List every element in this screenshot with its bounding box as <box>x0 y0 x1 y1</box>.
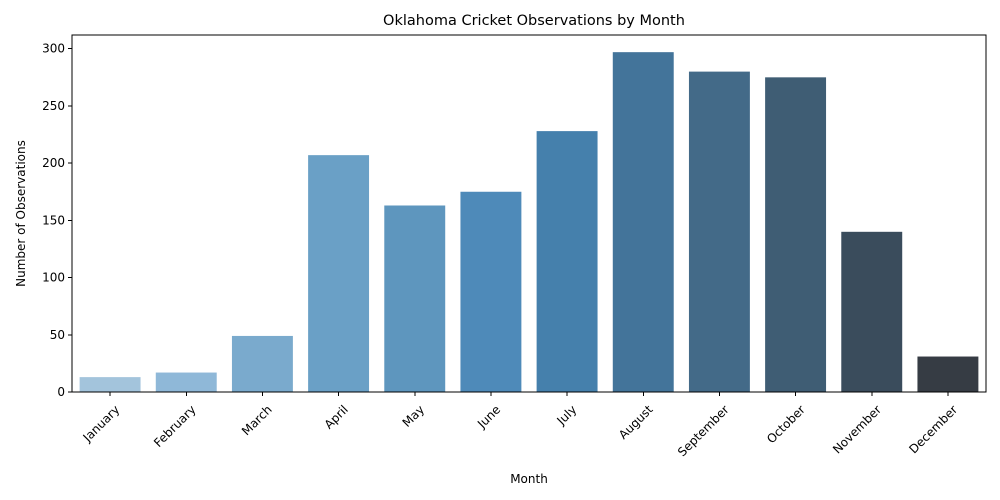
x-tick-label: May <box>400 402 427 429</box>
bar-march <box>231 335 293 392</box>
plot-frame <box>71 34 987 393</box>
bar-april <box>308 155 370 392</box>
x-tick-label: October <box>764 402 808 446</box>
bar-september <box>688 71 750 392</box>
bar-may <box>384 205 446 392</box>
y-tick-label: 250 <box>42 99 65 113</box>
bar-august <box>612 52 674 393</box>
y-tick-label: 200 <box>42 156 65 170</box>
x-tick-label: June <box>474 402 503 431</box>
x-tick-label: July <box>554 402 580 428</box>
x-tick-label: April <box>322 402 351 431</box>
y-axis: 0 50 100 150 200 250 300 <box>42 42 72 399</box>
chart-title: Oklahoma Cricket Observations by Month <box>383 13 685 29</box>
x-tick-label: November <box>830 402 884 456</box>
x-tick-label: February <box>151 402 199 450</box>
x-axis: January February March April May June July Augu… <box>80 392 960 459</box>
bar-february <box>155 372 217 392</box>
x-tick-label: December <box>906 402 960 456</box>
y-tick-label: 50 <box>50 328 65 342</box>
bar-june <box>460 191 522 392</box>
bar-october <box>765 77 827 392</box>
x-axis-label: Month <box>510 472 548 486</box>
bar-january <box>79 377 141 392</box>
bar-december <box>917 356 979 392</box>
y-axis-label: Number of Observations <box>14 140 28 287</box>
y-tick-label: 0 <box>57 385 65 399</box>
x-tick-label: March <box>239 402 275 438</box>
x-tick-label: September <box>675 402 732 459</box>
y-tick-label: 150 <box>42 213 65 227</box>
bars-group <box>79 52 979 393</box>
y-tick-label: 300 <box>42 42 65 56</box>
x-tick-label: January <box>80 402 123 445</box>
bar-november <box>841 231 903 392</box>
bar-july <box>536 131 598 392</box>
x-tick-label: August <box>616 402 656 442</box>
y-tick-label: 100 <box>42 271 65 285</box>
